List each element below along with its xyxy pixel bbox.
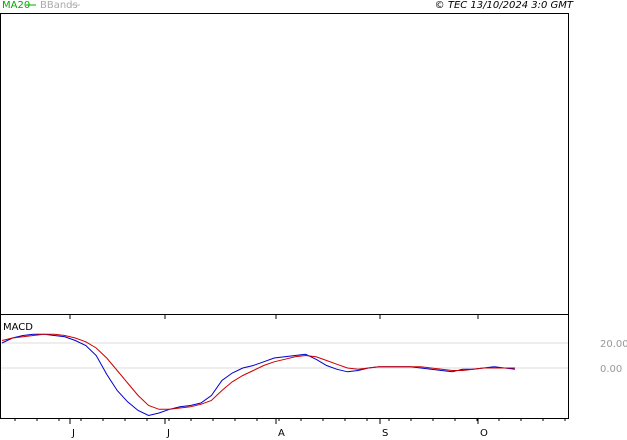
x-tick-label: J: [71, 428, 75, 439]
macd-axis-labels: 0.00 20.00: [600, 339, 627, 375]
macd-panel-frame: [0, 314, 569, 419]
bbands-legend-label: BBands: [40, 0, 78, 11]
x-tick-label: S: [382, 428, 388, 439]
x-tick-label: A: [278, 428, 285, 439]
macd-line: [1, 333, 516, 417]
x-tick-label: J: [166, 428, 170, 439]
macd-signal-line: [1, 333, 515, 410]
macd-tick-label: 0.00: [600, 364, 622, 375]
ma20-legend-label: MA20: [2, 0, 30, 11]
macd-lines: [1, 333, 516, 417]
macd-panel-label: MACD: [3, 322, 33, 333]
price-panel-frame: [0, 13, 569, 315]
copyright-label: © TEC 13/10/2024 3:0 GMT: [435, 0, 574, 11]
macd-tick-label: 20.00: [600, 339, 627, 350]
macd-grid: [1, 342, 568, 369]
x-tick-label: O: [480, 428, 488, 439]
